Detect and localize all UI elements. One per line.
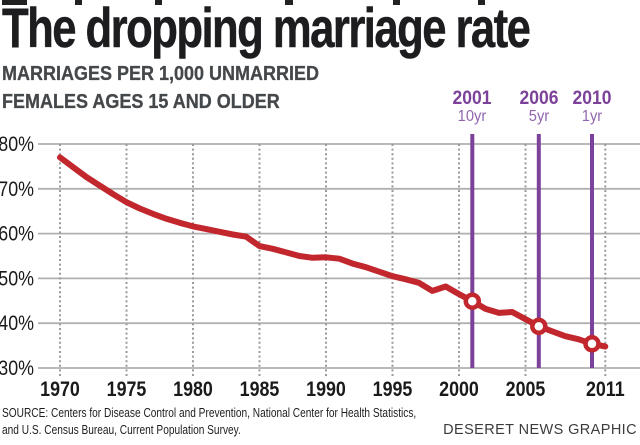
milestone-year-label: 2010 xyxy=(572,88,612,109)
data-point-marker xyxy=(463,292,482,310)
crop-artifact-mark xyxy=(2,0,27,5)
milestone-duration-label: 10yr xyxy=(457,108,487,125)
y-axis-tick-label: 60% xyxy=(0,222,34,246)
milestone-duration-label: 5yr xyxy=(528,108,550,125)
x-axis-tick-label: 1995 xyxy=(373,378,413,402)
source-line: and U.S. Census Bureau, Current Populati… xyxy=(2,422,241,437)
x-axis-tick-label: 1975 xyxy=(107,378,147,402)
x-axis-tick-label: 2011 xyxy=(586,378,625,402)
source-note: SOURCE: Centers for Disease Control and … xyxy=(2,404,416,438)
page-title: The dropping marriage rate xyxy=(2,0,531,59)
milestone-duration-label: 1yr xyxy=(581,108,603,125)
y-axis-tick-label: 30% xyxy=(0,357,34,381)
subtitle-line: MARRIAGES PER 1,000 UNMARRIED xyxy=(2,63,320,85)
crop-artifact-mark xyxy=(393,0,400,5)
subtitle-line: FEMALES AGES 15 AND OLDER xyxy=(2,91,280,113)
chart-subtitle: MARRIAGES PER 1,000 UNMARRIED FEMALES AG… xyxy=(2,60,319,116)
y-axis-tick-label: 80% xyxy=(0,133,34,157)
milestone-year-label: 2001 xyxy=(452,88,492,109)
milestone-annotation: 2010 1yr xyxy=(551,89,634,125)
y-axis-tick-label: 50% xyxy=(0,267,34,291)
marriage-rate-line xyxy=(57,154,609,350)
crop-artifact-mark xyxy=(285,0,293,5)
milestone-annotation: 2006 5yr xyxy=(497,89,580,125)
x-axis-tick-label: 1990 xyxy=(306,378,346,402)
crop-artifact-mark xyxy=(75,0,82,5)
x-axis-tick-label: 1985 xyxy=(240,378,280,402)
crop-artifact-mark xyxy=(155,0,162,5)
milestone-year-label: 2006 xyxy=(519,88,559,109)
milestone-annotation: 2001 10yr xyxy=(431,89,514,125)
source-line: SOURCE: Centers for Disease Control and … xyxy=(2,405,417,420)
x-axis-tick-label: 1970 xyxy=(40,378,80,402)
x-axis-tick-label: 1980 xyxy=(173,378,213,402)
y-axis-tick-label: 70% xyxy=(0,177,34,201)
credit-line: DESERET NEWS GRAPHIC xyxy=(443,422,637,438)
y-axis-tick-label: 40% xyxy=(0,312,34,336)
x-axis-tick-label: 2000 xyxy=(439,378,479,402)
x-axis-tick-label: 2005 xyxy=(506,378,546,402)
crop-artifact-mark xyxy=(478,0,485,5)
data-point-marker xyxy=(530,317,548,336)
data-point-marker xyxy=(583,335,601,353)
